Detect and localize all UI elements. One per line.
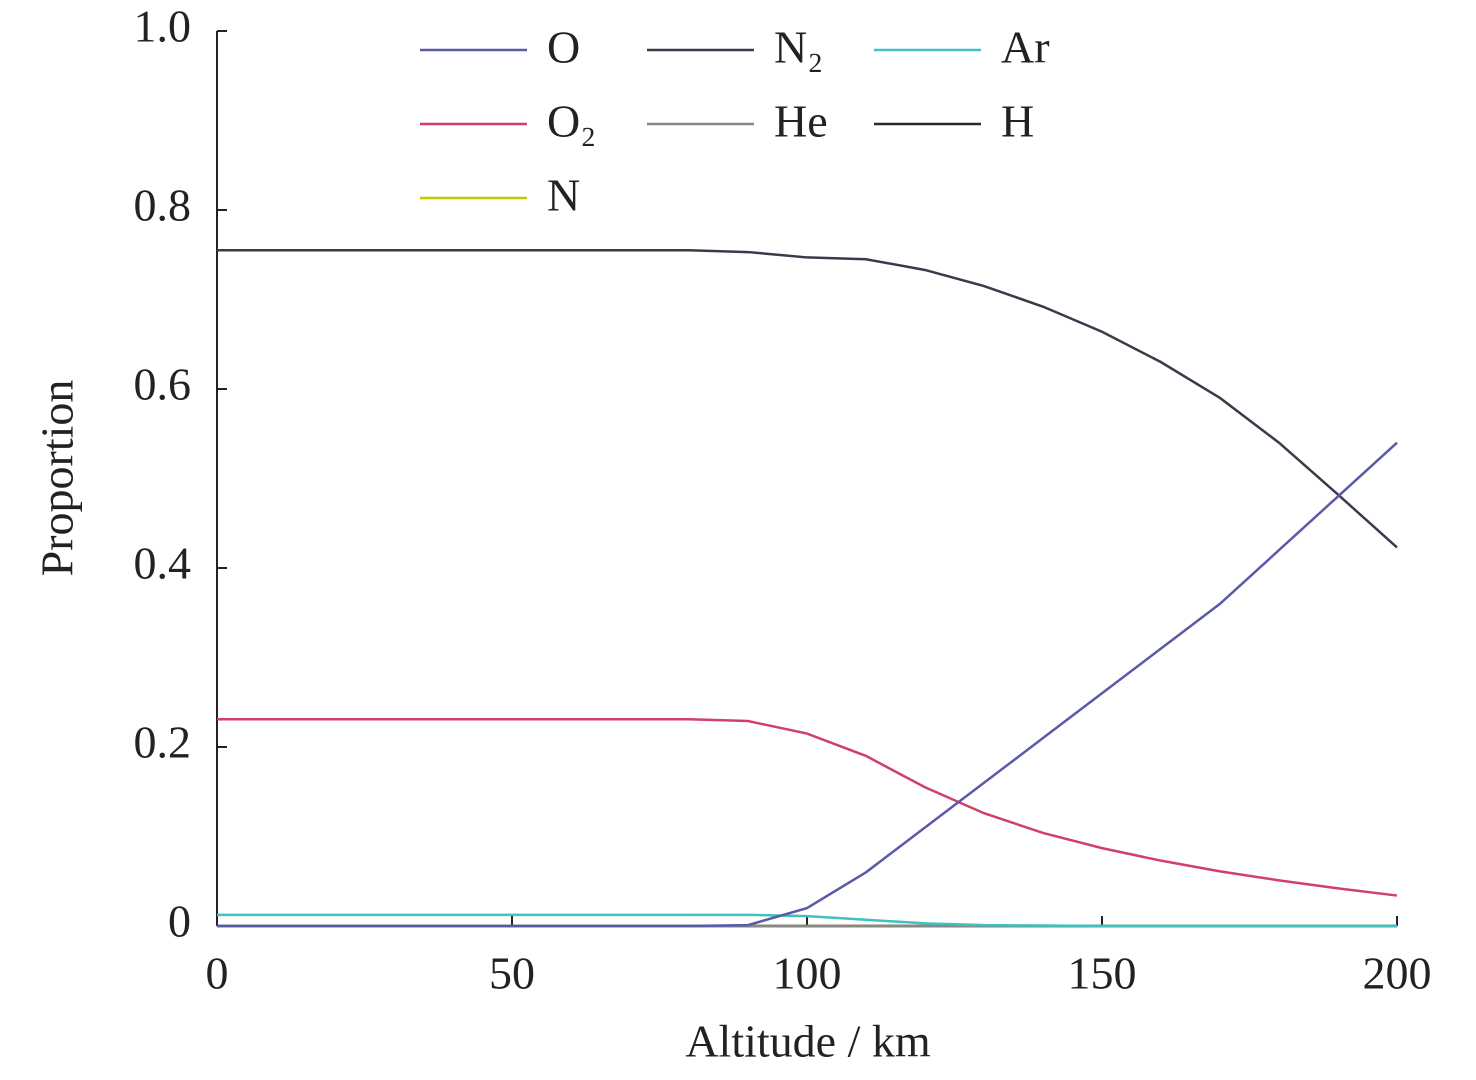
y-tick-label: 0.2	[134, 717, 192, 768]
x-tick-label: 200	[1363, 948, 1432, 999]
y-tick-label: 0	[168, 896, 191, 947]
legend-label: Ar	[1001, 22, 1050, 73]
legend-label: H	[1001, 96, 1034, 147]
legend-label: O	[547, 22, 580, 73]
x-tick-label: 0	[206, 948, 229, 999]
series-line	[217, 441, 1398, 928]
x-axis-label: Altitude / km	[685, 1016, 931, 1067]
x-tick-label: 50	[489, 948, 535, 999]
y-tick-label: 0.6	[134, 359, 192, 410]
y-tick-label: 1.0	[134, 1, 192, 52]
legend-label: N	[547, 170, 580, 221]
series-line	[217, 718, 1398, 897]
y-axis-label: Proportion	[32, 380, 83, 577]
legend-label: He	[774, 96, 828, 147]
legend-label: O₂	[547, 96, 596, 147]
series-line	[217, 249, 1398, 549]
series-line	[217, 913, 1397, 928]
legend-label: N₂	[774, 22, 823, 73]
x-tick-label: 100	[773, 948, 842, 999]
y-tick-label: 0.4	[134, 538, 192, 589]
y-tick-label: 0.8	[134, 180, 192, 231]
x-tick-label: 150	[1068, 948, 1137, 999]
